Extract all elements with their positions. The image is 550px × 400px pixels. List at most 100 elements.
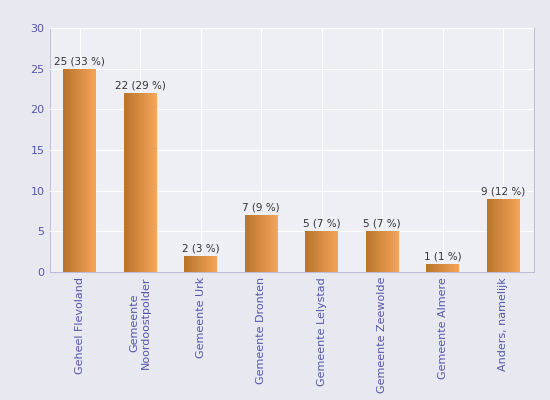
Bar [188,256,189,272]
Bar [64,69,65,272]
Bar [94,69,95,272]
Bar [514,199,515,272]
Bar [448,264,449,272]
Bar [320,231,321,272]
Bar [212,256,213,272]
Bar [69,69,70,272]
Bar [492,199,493,272]
Text: 9 (12 %): 9 (12 %) [481,186,525,196]
Bar [499,199,500,272]
Bar [145,93,146,272]
Bar [328,231,329,272]
Bar [498,199,499,272]
Bar [317,231,318,272]
Bar [493,199,494,272]
Bar [426,264,427,272]
Bar [125,93,126,272]
Bar [126,93,127,272]
Bar [503,199,504,272]
Bar [141,93,142,272]
Bar [260,215,261,272]
Bar [497,199,498,272]
Bar [255,215,256,272]
Bar [65,69,67,272]
Bar [131,93,132,272]
Bar [194,256,195,272]
Bar [456,264,457,272]
Bar [70,69,72,272]
Bar [132,93,133,272]
Bar [202,256,204,272]
Bar [511,199,512,272]
Bar [502,199,503,272]
Bar [68,69,69,272]
Bar [128,93,129,272]
Bar [388,231,389,272]
Bar [377,231,378,272]
Bar [497,199,498,272]
Bar [305,231,306,272]
Bar [489,199,490,272]
Bar [153,93,155,272]
Bar [124,93,125,272]
Bar [505,199,506,272]
Bar [186,256,188,272]
Bar [198,256,199,272]
Bar [333,231,334,272]
Bar [75,69,76,272]
Bar [384,231,385,272]
Bar [318,231,320,272]
Bar [75,69,76,272]
Bar [257,215,258,272]
Bar [386,231,387,272]
Bar [250,215,251,272]
Bar [438,264,439,272]
Bar [144,93,145,272]
Bar [272,215,273,272]
Bar [139,93,140,272]
Bar [142,93,143,272]
Bar [433,264,435,272]
Bar [201,256,202,272]
Bar [332,231,333,272]
Bar [207,256,208,272]
Bar [451,264,452,272]
Bar [389,231,390,272]
Bar [266,215,267,272]
Bar [211,256,212,272]
Bar [337,231,338,272]
Bar [430,264,431,272]
Bar [129,93,130,272]
Bar [438,264,439,272]
Text: 1 (1 %): 1 (1 %) [424,252,461,262]
Bar [204,256,205,272]
Bar [432,264,433,272]
Bar [215,256,216,272]
Bar [271,215,272,272]
Bar [89,69,90,272]
Bar [383,231,384,272]
Bar [500,199,501,272]
Bar [248,215,249,272]
Bar [500,199,502,272]
Bar [372,231,373,272]
Bar [86,69,87,272]
Bar [251,215,252,272]
Bar [509,199,510,272]
Bar [193,256,194,272]
Bar [255,215,256,272]
Bar [130,93,131,272]
Bar [197,256,199,272]
Bar [376,231,377,272]
Bar [79,69,80,272]
Bar [261,215,262,272]
Bar [76,69,78,272]
Bar [375,231,376,272]
Bar [439,264,441,272]
Bar [326,231,327,272]
Bar [453,264,454,272]
Bar [214,256,215,272]
Bar [392,231,393,272]
Bar [319,231,320,272]
Bar [189,256,190,272]
